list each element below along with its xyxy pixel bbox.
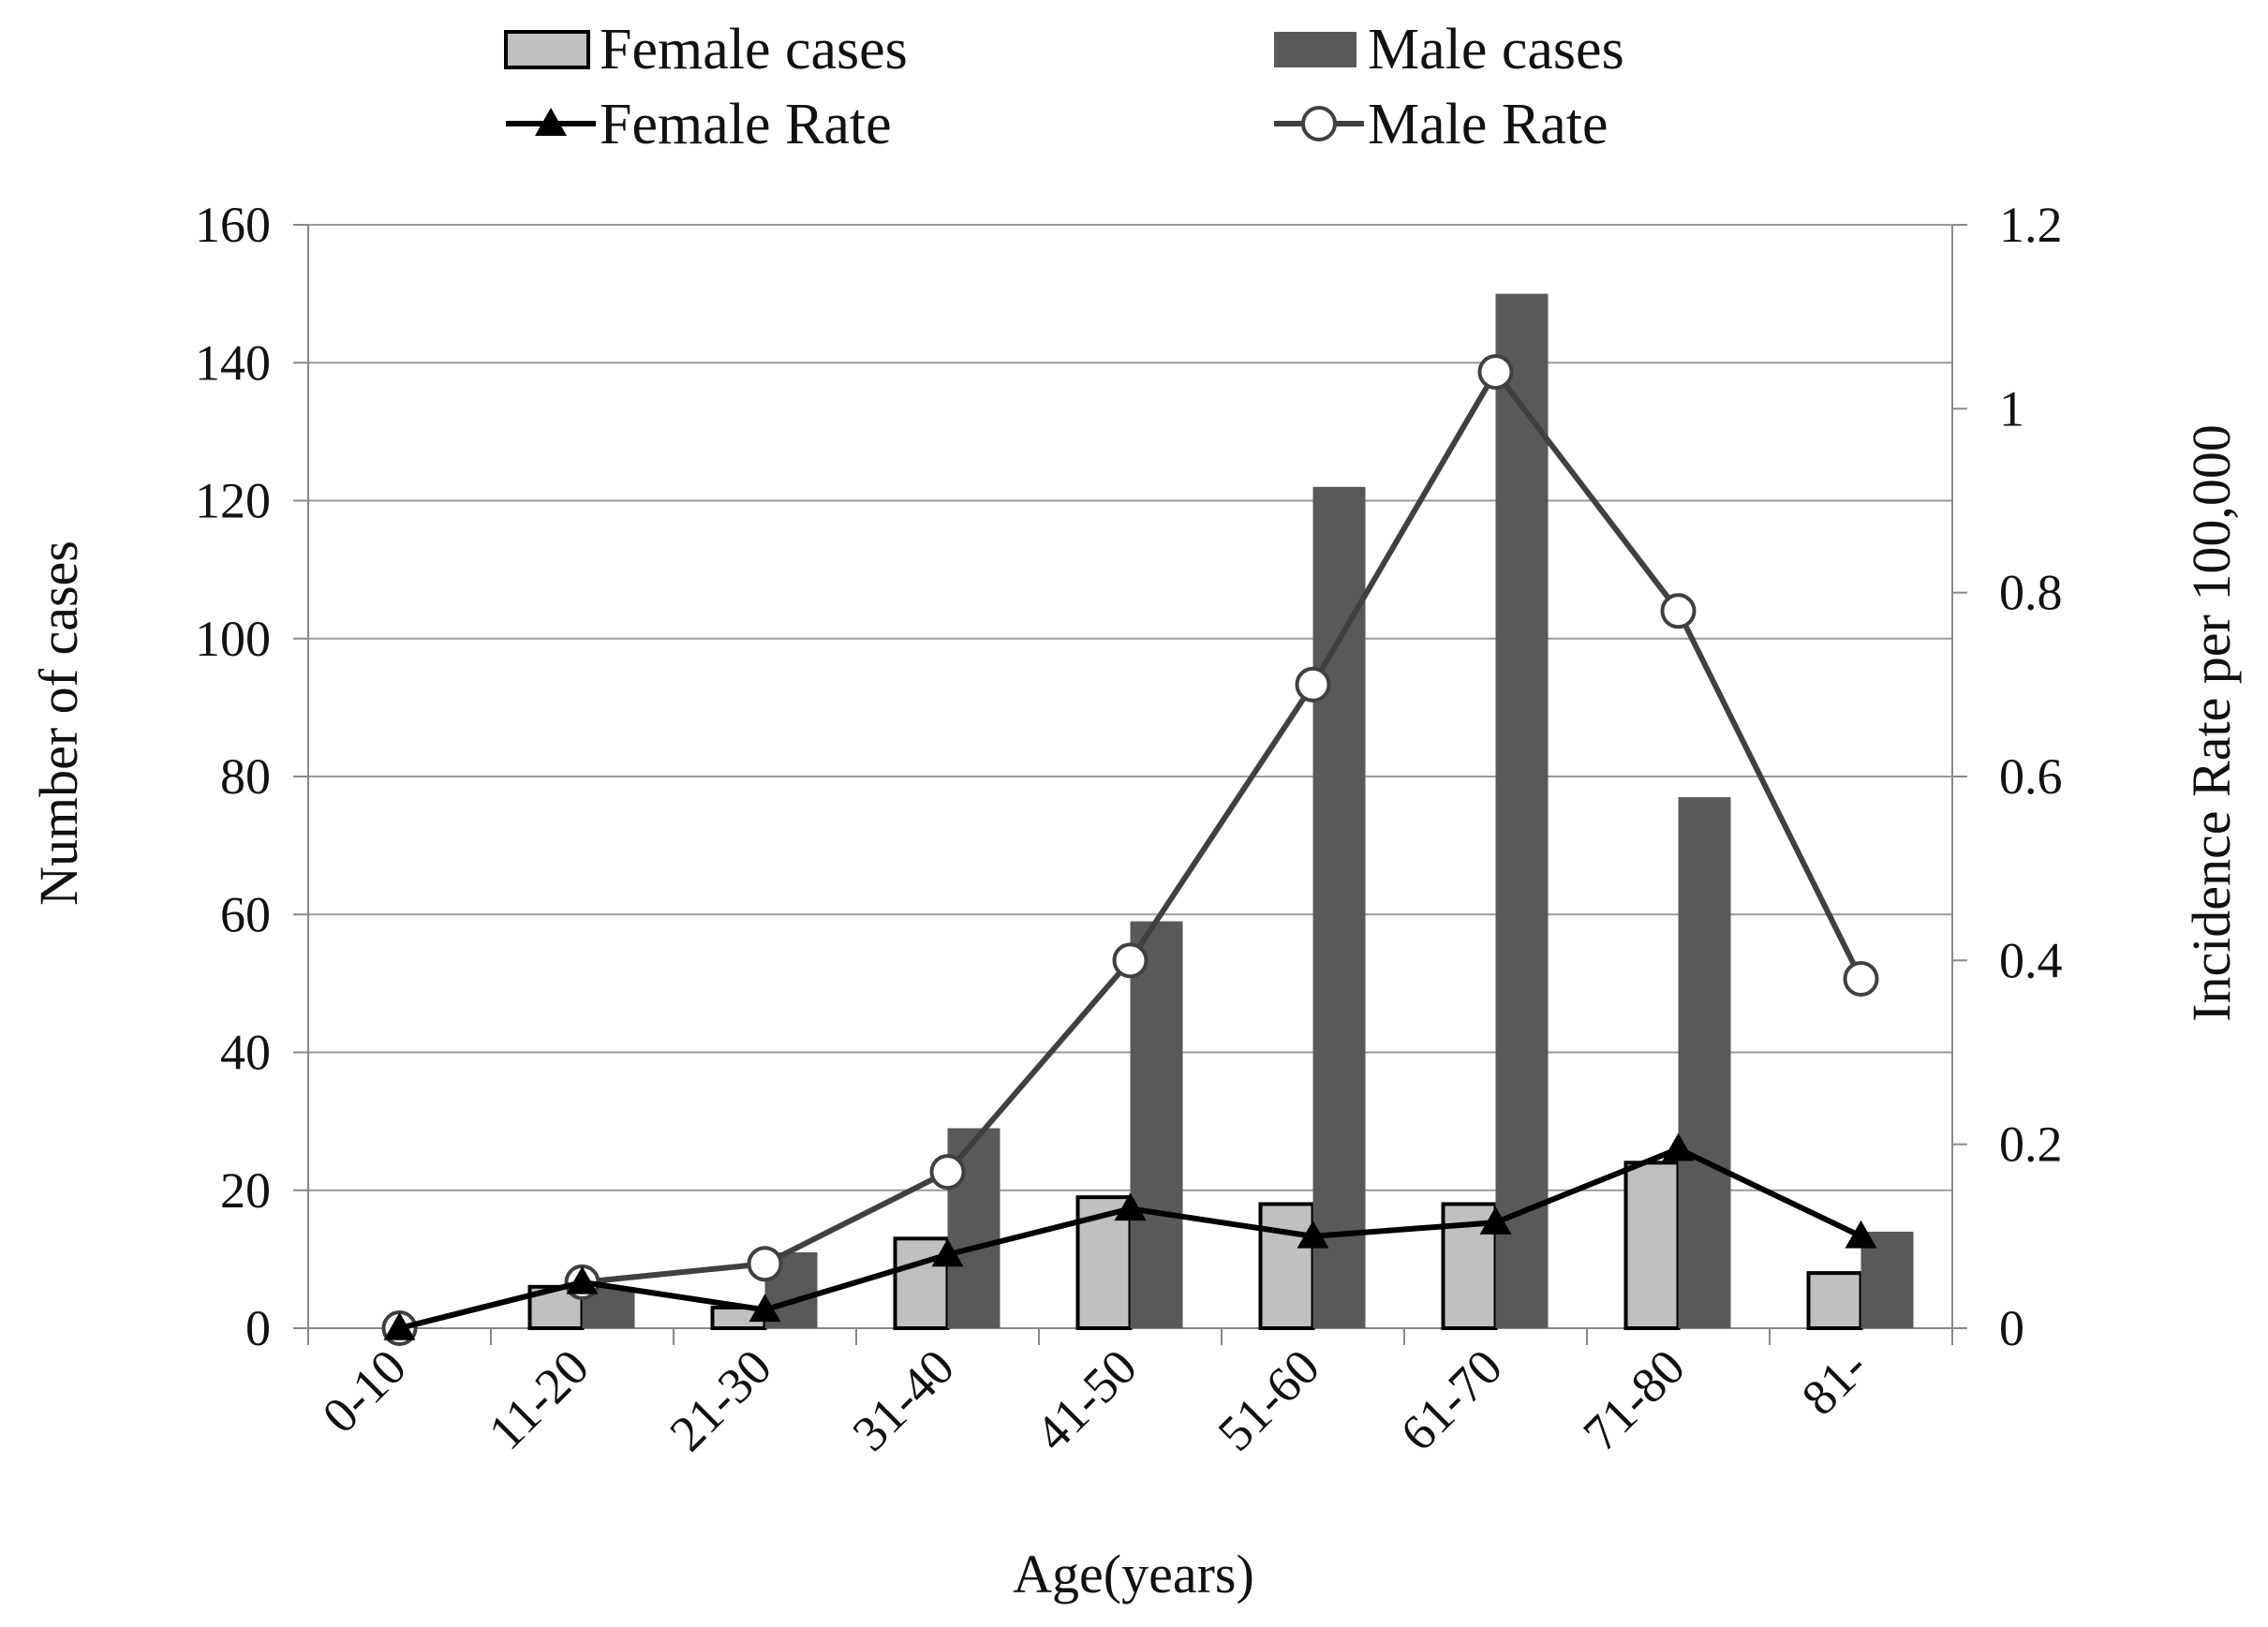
legend-item: Male Rate bbox=[1274, 93, 1608, 156]
rate-lines bbox=[381, 354, 1879, 1346]
legend-label: Male cases bbox=[1368, 18, 1624, 81]
x-tick-label: 41-50 bbox=[1024, 1339, 1148, 1462]
y2-tick-label: 0.8 bbox=[1999, 565, 2063, 621]
female-cases-bar bbox=[1623, 1161, 1681, 1331]
male-rate-point bbox=[1112, 942, 1149, 979]
y-tick-label: 0 bbox=[245, 1300, 271, 1356]
male-rate-point bbox=[1295, 666, 1331, 703]
x-tick-label: 31-40 bbox=[841, 1339, 965, 1462]
legend-female-rate-marker bbox=[535, 108, 567, 136]
x-tick-label: 11-20 bbox=[478, 1339, 600, 1460]
y-tick-label: 160 bbox=[195, 197, 271, 253]
legend-item: Male cases bbox=[1274, 18, 1624, 81]
female-rate-point bbox=[931, 1238, 964, 1267]
male-rate-point bbox=[1477, 354, 1514, 391]
female-rate-point bbox=[1297, 1220, 1329, 1249]
y2-tick-label: 0.2 bbox=[1999, 1117, 2063, 1173]
male-cases-bar bbox=[1312, 486, 1366, 1328]
bars bbox=[527, 293, 1914, 1331]
x-tick-label: 71-80 bbox=[1572, 1339, 1696, 1462]
female-rate-point bbox=[1845, 1220, 1877, 1249]
male-cases-bar bbox=[1495, 293, 1549, 1328]
y-tick-label: 20 bbox=[220, 1162, 271, 1219]
y2-tick-label: 1 bbox=[1999, 380, 2024, 436]
y2-tick-label: 1.2 bbox=[1999, 197, 2063, 253]
female-cases-bar bbox=[1258, 1202, 1315, 1330]
female-rate-point bbox=[383, 1312, 416, 1340]
male-cases-bar bbox=[1130, 921, 1183, 1328]
female-cases-bar bbox=[1806, 1271, 1863, 1330]
female-rate-point bbox=[749, 1294, 781, 1323]
y2-tick-label: 0.4 bbox=[1999, 932, 2063, 988]
legend-male-cases-swatch bbox=[1274, 32, 1356, 67]
male-cases-bar bbox=[1678, 797, 1731, 1328]
female-rate-point bbox=[1114, 1192, 1147, 1221]
x-tick-label: 61-70 bbox=[1389, 1339, 1513, 1462]
x-tick-label: 0-10 bbox=[312, 1339, 417, 1443]
legend-label: Female Rate bbox=[600, 93, 892, 156]
male-rate-point bbox=[1660, 593, 1697, 629]
male-rate-point bbox=[1843, 960, 1879, 997]
y-tick-label: 80 bbox=[220, 748, 271, 805]
male-rate-point bbox=[929, 1154, 966, 1191]
x-tick-label: 81- bbox=[1791, 1339, 1878, 1426]
y-tick-label: 40 bbox=[220, 1025, 271, 1081]
y2-tick-label: 0.6 bbox=[1999, 748, 2063, 805]
y-tick-label: 100 bbox=[195, 611, 271, 667]
x-tick-label: 21-30 bbox=[659, 1339, 782, 1462]
legend-item: Female cases bbox=[504, 18, 908, 81]
legend: Female cases Male cases Female Rate Male Ra… bbox=[504, 18, 1624, 156]
y-tick-label: 120 bbox=[195, 473, 271, 529]
x-tick-label: 51-60 bbox=[1207, 1339, 1330, 1462]
x-axis-title: Age(years) bbox=[1013, 1544, 1254, 1605]
legend-label: Male Rate bbox=[1368, 93, 1608, 156]
male-rate-point bbox=[747, 1246, 783, 1282]
female-rate-point bbox=[1662, 1132, 1695, 1161]
legend-female-cases-swatch bbox=[504, 30, 590, 69]
legend-male-rate-marker bbox=[1301, 106, 1337, 141]
y-tick-label: 60 bbox=[220, 886, 271, 942]
y2-tick-label: 0 bbox=[1999, 1300, 2024, 1356]
legend-item: Female Rate bbox=[506, 93, 892, 156]
legend-label: Female cases bbox=[600, 18, 908, 81]
y-tick-label: 140 bbox=[195, 334, 271, 391]
y-axis-title: Number of cases bbox=[28, 540, 89, 906]
y2-axis-title: Incidence Rate per 100,000 bbox=[2181, 424, 2242, 1022]
female-rate-point bbox=[566, 1265, 599, 1294]
female-cases-bar bbox=[893, 1236, 950, 1330]
female-rate-point bbox=[1479, 1206, 1512, 1235]
